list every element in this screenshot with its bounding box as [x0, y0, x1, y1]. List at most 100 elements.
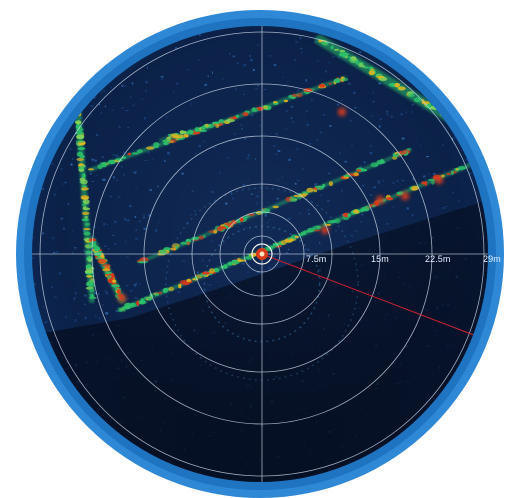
speckle-dot	[377, 182, 380, 184]
echo-point	[393, 154, 398, 157]
echo-point	[178, 283, 182, 289]
speckle-dot	[114, 243, 117, 245]
speckle-dot	[418, 445, 422, 447]
speckle-dot	[92, 160, 94, 162]
hot-spot	[118, 294, 126, 302]
speckle-dot	[475, 62, 477, 64]
speckle-dot	[257, 271, 259, 274]
speckle-dot	[487, 34, 488, 37]
speckle-dot	[474, 395, 478, 397]
speckle-dot	[400, 113, 403, 116]
speckle-dot	[144, 89, 147, 92]
speckle-dot	[305, 252, 307, 255]
echo-point	[361, 206, 369, 210]
echo-point	[242, 112, 249, 117]
speckle-dot	[484, 352, 488, 354]
speckle-dot	[400, 82, 403, 84]
speckle-dot	[102, 178, 106, 181]
echo-point	[87, 168, 94, 171]
echo-point	[93, 246, 100, 252]
speckle-dot	[152, 158, 154, 161]
speckle-dot	[286, 80, 289, 82]
speckle-dot	[60, 94, 63, 97]
speckle-dot	[134, 297, 138, 299]
echo-point	[78, 165, 85, 170]
speckle-dot	[314, 41, 317, 44]
range-label-7-5m: 7.5m	[306, 254, 326, 264]
echo-point	[79, 155, 85, 159]
echo-point	[236, 257, 242, 262]
speckle-dot	[210, 240, 213, 242]
echo-point	[273, 101, 278, 104]
echo-point	[353, 210, 360, 214]
speckle-dot	[121, 107, 124, 109]
echo-point	[457, 165, 466, 171]
speckle-dot	[456, 43, 459, 45]
speckle-dot	[281, 175, 283, 178]
speckle-dot	[47, 36, 51, 39]
echo-point	[363, 66, 370, 69]
speckle-dot	[416, 468, 419, 471]
speckle-dot	[101, 91, 103, 94]
speckle-dot	[453, 470, 455, 473]
speckle-dot	[73, 297, 76, 299]
speckle-dot	[33, 283, 36, 286]
speckle-dot	[317, 60, 319, 62]
speckle-dot	[148, 214, 151, 217]
echo-point	[77, 147, 86, 151]
echo-point	[325, 223, 332, 226]
speckle-dot	[118, 126, 121, 128]
speckle-dot	[35, 390, 37, 392]
speckle-dot	[337, 103, 339, 106]
speckle-dot	[213, 147, 216, 149]
speckle-dot	[78, 27, 80, 30]
speckle-dot	[445, 206, 448, 208]
speckle-dot	[33, 393, 36, 395]
echo-point	[209, 268, 215, 274]
speckle-dot	[427, 173, 430, 175]
speckle-dot	[97, 293, 100, 295]
heading-line	[261, 253, 488, 346]
speckle-dot	[354, 230, 358, 232]
speckle-dot	[282, 76, 284, 79]
echo-point	[413, 97, 422, 103]
speckle-dot	[300, 52, 303, 54]
speckle-dot	[107, 34, 111, 37]
echo-point	[339, 51, 348, 56]
speckle-dot	[484, 370, 488, 373]
speckle-dot	[460, 68, 464, 71]
speckle-dot	[120, 488, 122, 490]
speckle-dot	[452, 191, 454, 194]
speckle-dot	[47, 455, 50, 457]
speckle-dot	[32, 257, 34, 259]
speckle-dot	[85, 166, 87, 169]
speckle-dot	[395, 43, 397, 46]
echo-point	[333, 78, 341, 83]
speckle-dot	[172, 241, 174, 243]
echo-point	[330, 45, 334, 50]
speckle-dot	[32, 50, 34, 52]
speckle-dot	[329, 125, 332, 127]
echo-point	[424, 181, 428, 187]
speckle-dot	[474, 375, 478, 377]
echo-point	[97, 164, 103, 170]
speckle-dot	[65, 442, 68, 444]
speckle-dot	[438, 476, 441, 478]
speckle-dot	[130, 37, 134, 41]
echo-point	[81, 211, 90, 216]
speckle-dot	[177, 291, 181, 293]
speckle-dot	[406, 207, 409, 210]
speckle-dot	[257, 44, 259, 47]
echo-point	[79, 177, 86, 182]
speckle-dot	[349, 120, 352, 122]
echo-point	[194, 127, 200, 133]
speckle-dot	[237, 62, 239, 64]
speckle-dot	[429, 442, 432, 445]
speckle-dot	[87, 428, 90, 430]
speckle-dot	[109, 195, 112, 198]
speckle-dot	[79, 44, 83, 47]
speckle-dot	[332, 56, 335, 58]
echo-point	[320, 41, 329, 45]
echo-point	[358, 209, 364, 213]
